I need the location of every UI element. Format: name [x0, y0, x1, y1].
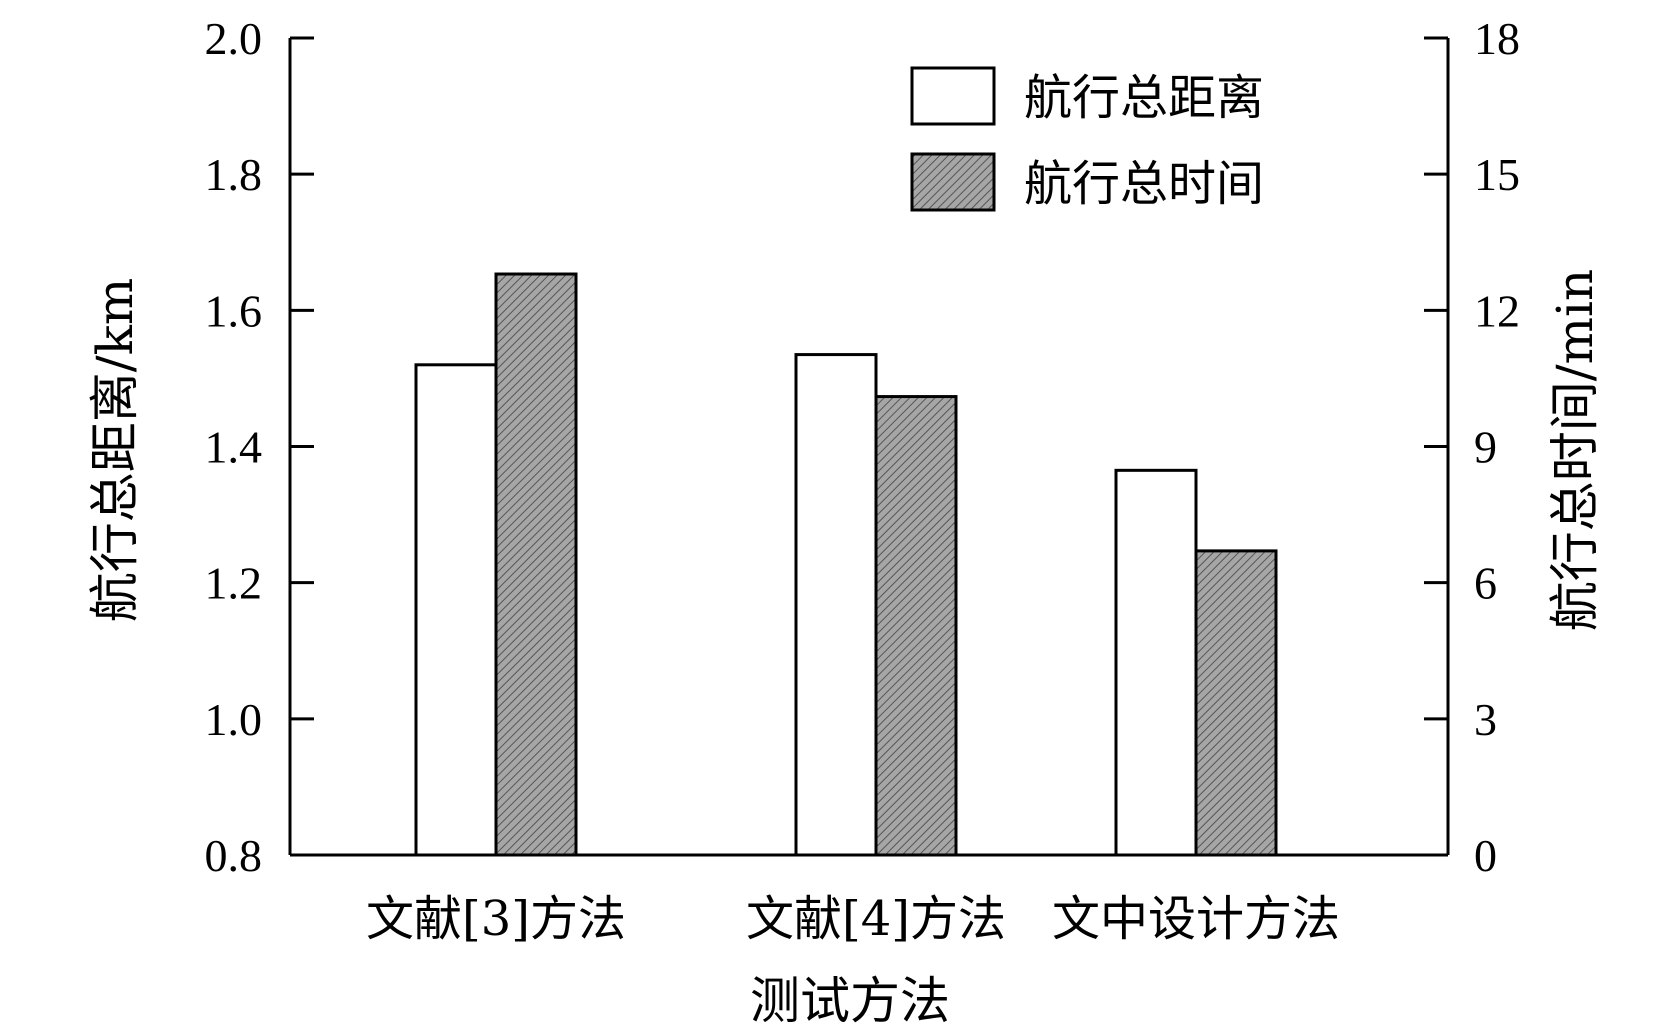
category-label-0: 文献[3]方法: [366, 891, 626, 947]
bar-distance-0: [414, 363, 498, 857]
legend: 航行总距离 航行总时间: [910, 66, 1264, 212]
y-axis-left-title: 航行总距离/km: [86, 278, 144, 623]
bar-time-2: [1194, 549, 1278, 857]
category-label-2: 文中设计方法: [1052, 891, 1340, 947]
y-right-tick-label-5: 15: [1474, 149, 1520, 200]
y-right-tick-label-3: 9: [1474, 422, 1497, 473]
y-right-tick-label-1: 3: [1474, 694, 1497, 745]
y-ticks-left: 0.8 1.0 1.2 1.4 1.6 1.8 2.0: [205, 13, 314, 881]
bars: [414, 272, 1278, 857]
y-left-tick-label-3: 1.4: [205, 422, 263, 473]
bar-time-0: [494, 272, 578, 857]
y-left-tick-label-2: 1.2: [205, 558, 263, 609]
y-ticks-right: 0 3 6 9 12 15 18: [1424, 13, 1520, 881]
y-axis-right: 0 3 6 9 12 15 18: [1424, 13, 1520, 881]
y-axis-right-title: 航行总时间/min: [1546, 269, 1604, 631]
y-left-tick-label-0: 0.8: [205, 830, 263, 881]
y-right-tick-label-6: 18: [1474, 13, 1520, 64]
x-axis-title: 测试方法: [750, 972, 950, 1030]
legend-swatch-time: [910, 152, 996, 212]
bar-time-1: [874, 395, 958, 857]
legend-swatch-distance: [910, 66, 996, 126]
legend-label-distance: 航行总距离: [1024, 70, 1264, 126]
y-right-tick-label-0: 0: [1474, 830, 1497, 881]
category-labels: 文献[3]方法 文献[4]方法 文中设计方法: [366, 891, 1340, 947]
y-left-tick-label-5: 1.8: [205, 149, 263, 200]
bar-distance-1: [794, 353, 878, 857]
bar-distance-2: [1114, 468, 1198, 857]
y-left-tick-label-6: 2.0: [205, 13, 263, 64]
y-left-tick-label-1: 1.0: [205, 694, 263, 745]
y-left-tick-label-4: 1.6: [205, 285, 263, 336]
y-right-tick-label-2: 6: [1474, 558, 1497, 609]
y-axis-left: 0.8 1.0 1.2 1.4 1.6 1.8 2.0: [205, 13, 314, 881]
legend-label-time: 航行总时间: [1024, 156, 1264, 212]
category-label-1: 文献[4]方法: [746, 891, 1006, 947]
y-right-tick-label-4: 12: [1474, 285, 1520, 336]
